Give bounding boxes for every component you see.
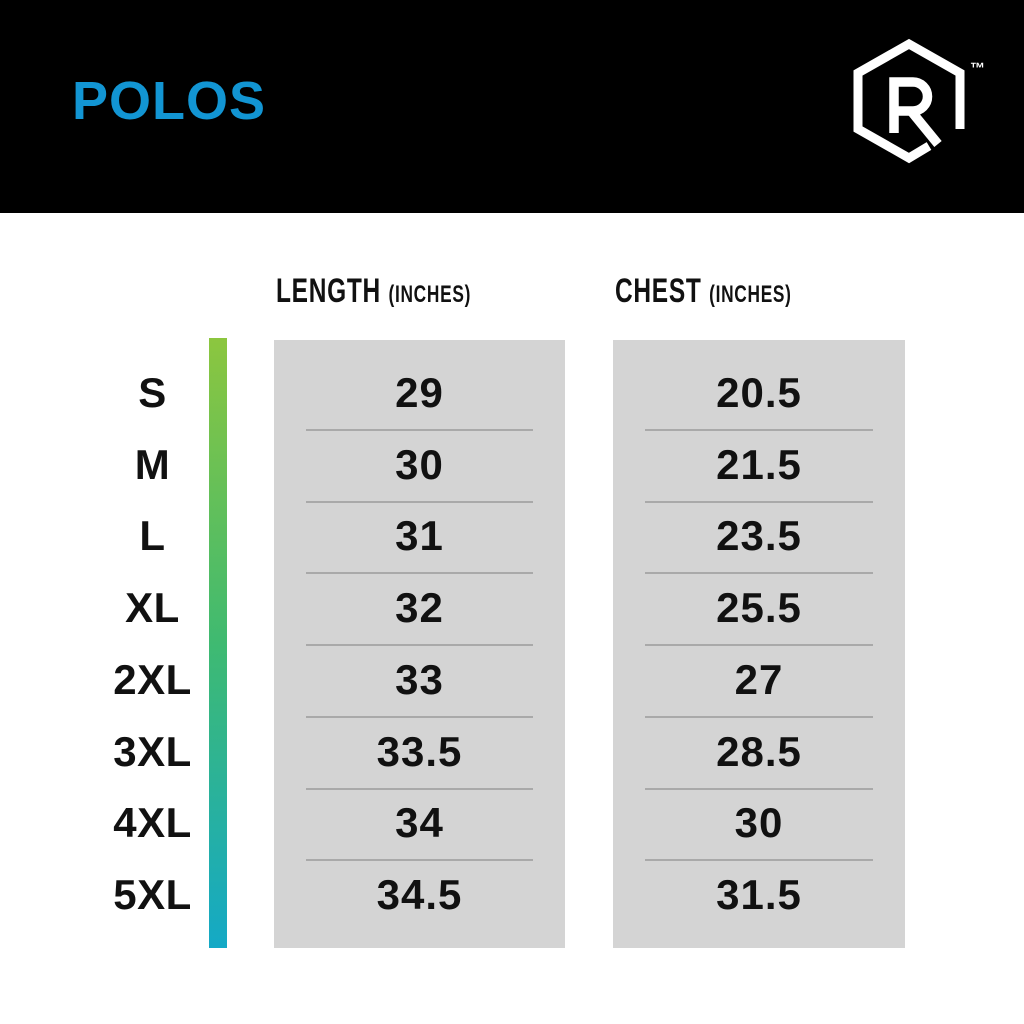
- page-title: POLOS: [72, 71, 267, 131]
- chest-value-column: 20.5 21.5 23.5 25.5 27 28.5 30 31.5: [613, 340, 905, 948]
- length-value-cell: 34: [274, 787, 565, 860]
- length-value-cell: 32: [274, 572, 565, 644]
- length-value-cell: 31: [274, 500, 565, 573]
- header-banner: POLOS ™: [0, 0, 1024, 213]
- length-header-unit: (INCHES): [388, 281, 472, 308]
- length-value-cell: 29: [395, 368, 444, 416]
- size-gradient-bar: [209, 338, 227, 948]
- length-value-column: 29 30 31 32 33 33.5 34 34.5: [274, 340, 565, 948]
- r-hexagon-logo-icon: [853, 38, 965, 164]
- chest-value-cell: 30: [613, 787, 905, 860]
- length-value-cell: 34.5: [274, 859, 565, 931]
- size-label: 4XL: [113, 799, 192, 847]
- length-column-header: LENGTH (INCHES): [276, 272, 471, 311]
- length-value-cell: 33.5: [274, 715, 565, 788]
- chest-column-header: CHEST (INCHES): [615, 272, 792, 311]
- size-label: 2XL: [113, 655, 192, 703]
- length-value-cell: 33: [274, 644, 565, 716]
- chest-value-cell: 23.5: [613, 500, 905, 573]
- chest-value-cell: 21.5: [613, 428, 905, 501]
- size-label: 3XL: [113, 727, 192, 775]
- size-label: S: [138, 368, 167, 416]
- size-label: 5XL: [113, 871, 192, 919]
- brand-logo: ™: [852, 38, 1002, 170]
- length-header-label: LENGTH: [276, 272, 381, 310]
- size-label: M: [134, 440, 171, 488]
- chest-header-label: CHEST: [615, 272, 702, 310]
- chest-value-cell: 31.5: [613, 859, 905, 931]
- size-label: XL: [125, 584, 180, 632]
- size-label: L: [139, 512, 166, 560]
- length-value-cell: 30: [274, 428, 565, 501]
- chest-value-cell: 20.5: [716, 368, 802, 416]
- size-label-column: S M L XL 2XL 3XL 4XL 5XL: [85, 340, 220, 948]
- trademark-symbol: ™: [970, 60, 985, 77]
- chest-value-cell: 25.5: [613, 572, 905, 644]
- chest-value-cell: 28.5: [613, 715, 905, 788]
- chest-header-unit: (INCHES): [709, 281, 792, 308]
- chest-value-cell: 27: [613, 644, 905, 716]
